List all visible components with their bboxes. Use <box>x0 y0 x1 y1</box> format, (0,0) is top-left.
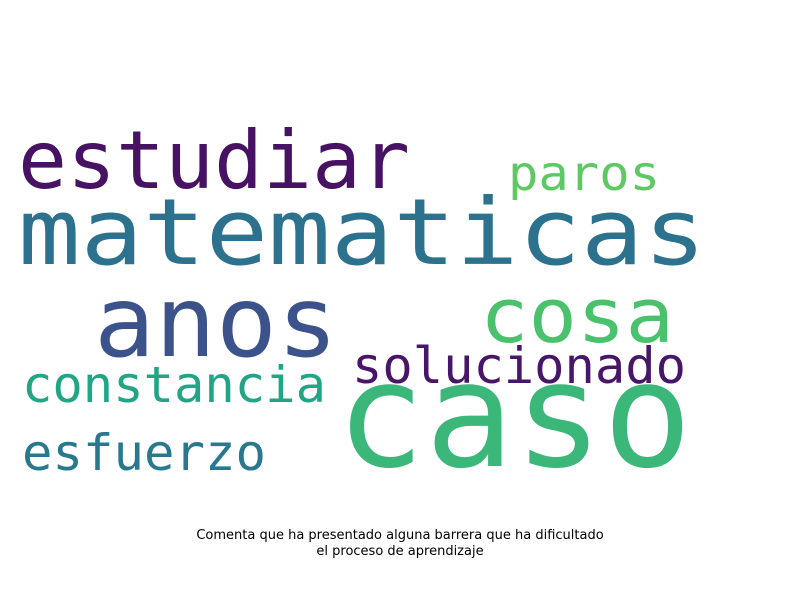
word-estudiar: estudiar <box>18 114 410 207</box>
word-constancia: constancia <box>22 356 326 414</box>
word-paros: paros <box>508 146 660 202</box>
word-cloud-svg: matematicas caso anos estudiar cosa solu… <box>18 114 706 501</box>
word-esfuerzo: esfuerzo <box>22 424 266 482</box>
caption-line-2: el proceso de aprendizaje <box>316 544 484 559</box>
caption-line-1: Comenta que ha presentado alguna barrera… <box>196 528 604 543</box>
word-cosa: cosa <box>480 271 674 360</box>
word-caso: caso <box>336 331 692 501</box>
word-solucionado: solucionado <box>352 337 686 395</box>
word-cloud: matematicas caso anos estudiar cosa solu… <box>18 114 706 501</box>
word-anos: anos <box>94 266 338 380</box>
word-matematicas: matematicas <box>18 179 706 286</box>
figure-caption: Comenta que ha presentado alguna barrera… <box>0 528 800 560</box>
